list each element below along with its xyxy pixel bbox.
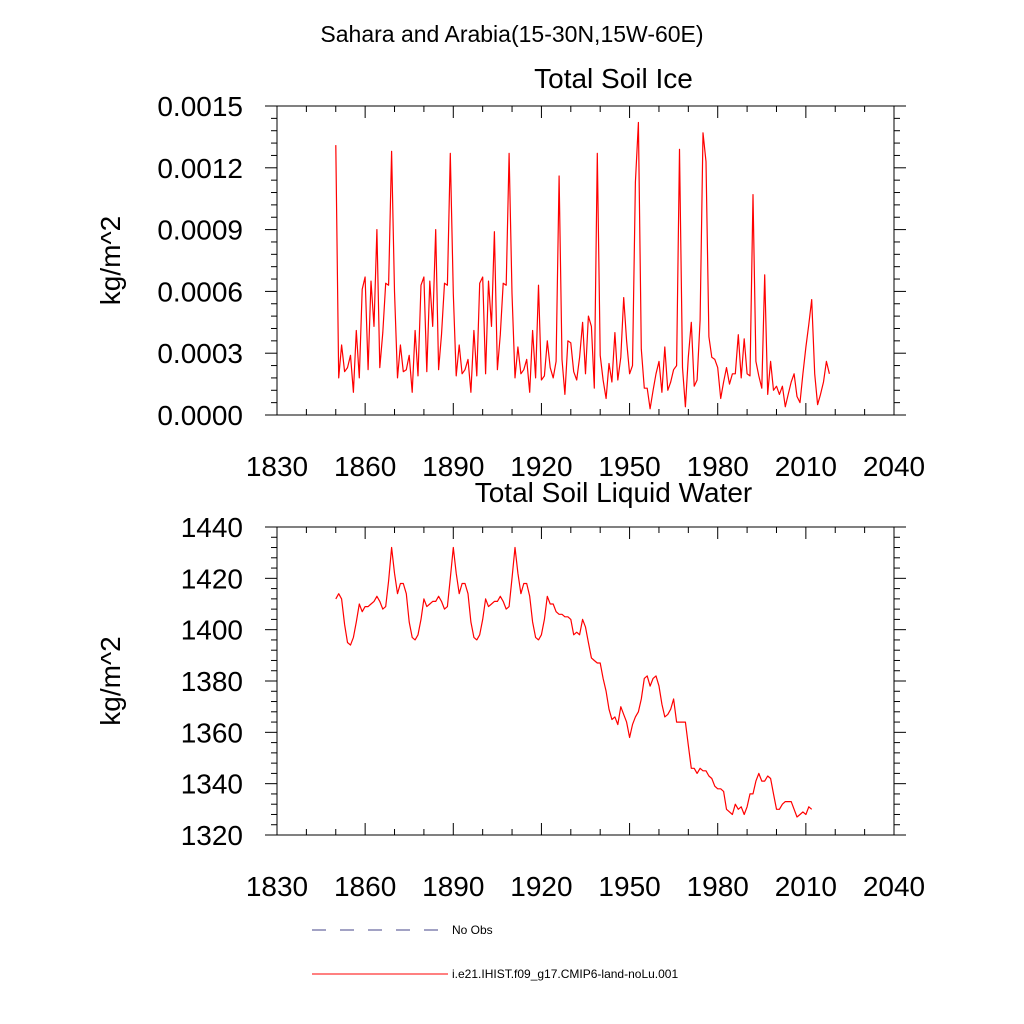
x-tick-label: 1860: [334, 451, 396, 482]
x-tick-label: 2010: [775, 871, 837, 902]
series-line: [335, 546, 813, 818]
y-tick-label: 1340: [181, 769, 243, 800]
chart-title: Total Soil Ice: [534, 63, 693, 94]
x-tick-label: 1950: [598, 871, 660, 902]
plot-frame: [276, 526, 895, 836]
y-tick-label: 1400: [181, 615, 243, 646]
legend-label-model-run: i.e21.IHIST.f09_g17.CMIP6-land-noLu.001: [452, 967, 678, 981]
panel-total-soil-ice: Total Soil Ice kg/m^2 1830 1860 1890 1920 1950…: [95, 63, 925, 482]
x-tick-label: 1980: [687, 871, 749, 902]
y-axis-label: kg/m^2: [95, 216, 126, 305]
y-tick-label: 1360: [181, 717, 243, 748]
y-tick-label: 0.0000: [157, 400, 243, 431]
legend: No Obs i.e21.IHIST.f09_g17.CMIP6-land-no…: [312, 923, 678, 981]
x-tick-label: 2040: [863, 871, 925, 902]
y-tick-label: 1380: [181, 666, 243, 697]
x-tick-label: 1830: [246, 451, 308, 482]
y-tick-label: 0.0009: [157, 215, 243, 246]
x-tick-label: 1890: [422, 451, 484, 482]
x-tick-label: 2010: [775, 451, 837, 482]
y-tick-label: 0.0003: [157, 338, 243, 369]
legend-label-no-obs: No Obs: [452, 923, 493, 937]
x-tick-label: 1920: [510, 451, 572, 482]
x-tick-label: 1860: [334, 871, 396, 902]
y-tick-label: 1440: [181, 512, 243, 543]
y-tick-label: 0.0006: [157, 276, 243, 307]
x-tick-label: 1980: [687, 451, 749, 482]
x-tick-label: 1890: [422, 871, 484, 902]
plot-frame: [276, 105, 895, 416]
y-axis-label: kg/m^2: [95, 636, 126, 725]
x-tick-label: 1830: [246, 871, 308, 902]
y-tick-label: 1420: [181, 563, 243, 594]
x-tick-label: 1950: [598, 451, 660, 482]
series-line: [335, 121, 830, 410]
y-tick-label: 0.0012: [157, 153, 243, 184]
y-tick-label: 0.0015: [157, 91, 243, 122]
x-tick-label: 1920: [510, 871, 572, 902]
figure-supertitle: Sahara and Arabia(15-30N,15W-60E): [320, 21, 703, 47]
x-tick-label: 2040: [863, 451, 925, 482]
chart-title: Total Soil Liquid Water: [475, 477, 753, 508]
panel-total-soil-liquid-water: Total Soil Liquid Water kg/m^2 1830 1860 189…: [95, 477, 925, 902]
y-tick-label: 1320: [181, 820, 243, 851]
